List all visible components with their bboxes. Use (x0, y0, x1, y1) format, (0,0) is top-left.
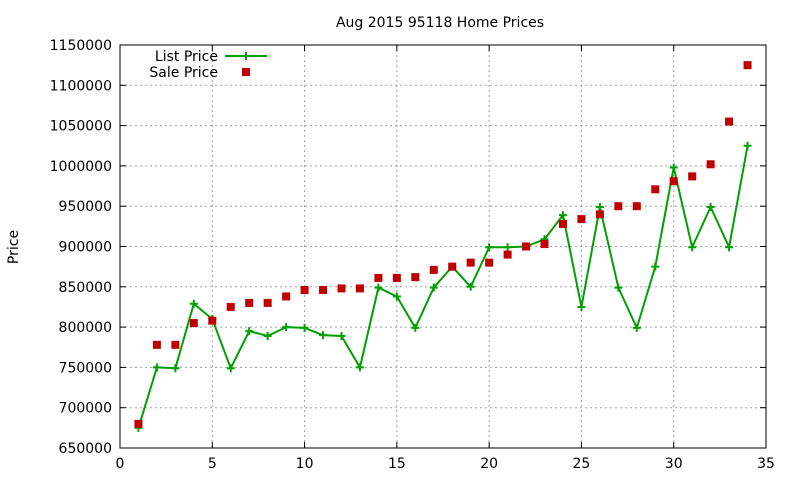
y-tick-label: 850000 (59, 280, 112, 296)
sale-price-point (263, 298, 272, 307)
sale-price-point (522, 242, 531, 251)
list-price-point (577, 302, 586, 311)
list-price-point (374, 283, 383, 292)
y-tick-label: 700000 (59, 401, 112, 417)
list-price-point (319, 331, 328, 340)
x-tick-label: 25 (573, 456, 591, 472)
sale-price-point (374, 273, 383, 282)
list-price-point (152, 363, 161, 372)
sale-price-point (540, 240, 549, 249)
sale-price-point (614, 202, 623, 211)
x-tick-label: 10 (296, 456, 314, 472)
sale-price-point (226, 302, 235, 311)
sale-price-point (632, 202, 641, 211)
y-tick-label: 750000 (59, 360, 112, 376)
list-price-point (226, 364, 235, 373)
list-price-point (282, 323, 291, 332)
sale-price-point (706, 160, 715, 169)
list-price-point (337, 331, 346, 340)
sale-price-point (171, 340, 180, 349)
sale-price-point (466, 258, 475, 267)
sale-price-point (355, 284, 364, 293)
series-sale-price (134, 61, 752, 428)
list-price-point (300, 323, 309, 332)
sale-price-point (577, 215, 586, 224)
y-tick-label: 950000 (59, 199, 112, 215)
sale-price-point (319, 286, 328, 295)
list-price-point (743, 141, 752, 150)
axis-ticks: 0 5 10 15 20 25 30 35 650000 700000 750000 800000 85… (50, 38, 775, 472)
y-tick-label: 1100000 (50, 78, 112, 94)
list-price-point (245, 327, 254, 336)
sale-price-point (337, 284, 346, 293)
list-price-point (688, 243, 697, 252)
legend-label: Sale Price (149, 65, 218, 81)
y-tick-label: 1150000 (50, 38, 112, 54)
y-tick-label: 1050000 (50, 119, 112, 135)
list-price-point (558, 211, 567, 220)
x-tick-label: 0 (116, 456, 125, 472)
x-tick-label: 20 (480, 456, 498, 472)
sale-price-point (134, 419, 143, 428)
sale-price-point (503, 250, 512, 259)
list-price-point (263, 331, 272, 340)
list-price-point (411, 323, 420, 332)
grid (120, 45, 766, 448)
list-price-point (171, 364, 180, 373)
list-price-point (466, 282, 475, 291)
list-price-point (189, 299, 198, 308)
sale-price-point (725, 117, 734, 126)
list-price-point (651, 262, 660, 271)
list-price-point (706, 203, 715, 212)
sale-price-point (411, 273, 420, 282)
y-tick-label: 650000 (59, 441, 112, 457)
y-axis-label: Price (6, 230, 22, 264)
chart-title: Aug 2015 95118 Home Prices (336, 15, 544, 31)
x-tick-label: 30 (665, 456, 683, 472)
sale-price-point (189, 319, 198, 328)
list-price-point (632, 323, 641, 332)
list-price-point (503, 243, 512, 252)
list-price-point (725, 243, 734, 252)
list-price-line (137, 145, 749, 429)
sale-price-point (669, 177, 678, 186)
sale-price-point (448, 262, 457, 271)
sale-price-point (688, 172, 697, 181)
x-tick-label: 35 (757, 456, 775, 472)
list-price-point (429, 283, 438, 292)
list-price-point (355, 363, 364, 372)
sale-price-point (429, 265, 438, 274)
x-tick-label: 15 (388, 456, 406, 472)
list-price-point (392, 292, 401, 301)
series-list-price (134, 141, 752, 432)
sale-price-point (651, 185, 660, 194)
sale-price-point (208, 316, 217, 325)
series-layer (134, 61, 752, 432)
y-tick-label: 900000 (59, 240, 112, 256)
list-price-point (595, 203, 604, 212)
legend-label: List Price (155, 49, 218, 65)
sale-price-point (595, 210, 604, 219)
sale-price-point (558, 219, 567, 228)
y-tick-label: 800000 (59, 320, 112, 336)
list-price-point (485, 243, 494, 252)
legend-swatch-point (242, 68, 250, 76)
sale-price-point (245, 298, 254, 307)
list-price-point (669, 163, 678, 172)
list-price-point (614, 283, 623, 292)
x-tick-label: 5 (208, 456, 217, 472)
sale-price-point (743, 61, 752, 70)
sale-price-point (152, 340, 161, 349)
legend-swatch-point (242, 52, 250, 60)
sale-price-point (282, 292, 291, 301)
sale-price-point (392, 273, 401, 282)
y-tick-label: 1000000 (50, 159, 112, 175)
sale-price-point (300, 286, 309, 295)
sale-price-point (485, 258, 494, 267)
